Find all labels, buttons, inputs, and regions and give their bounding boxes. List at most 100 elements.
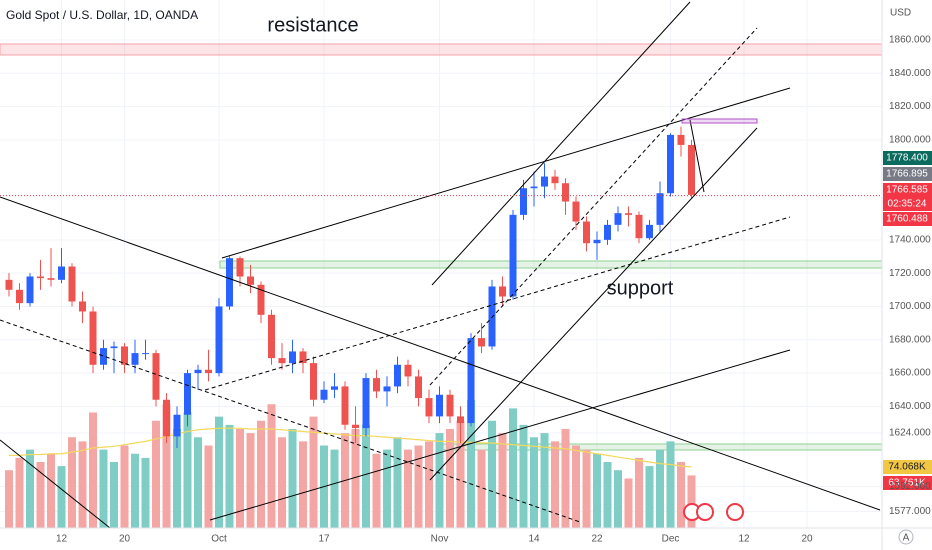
candle-body xyxy=(205,369,212,374)
y-tick-label: 1840.000 xyxy=(889,68,931,79)
volume-bar xyxy=(593,453,601,528)
candle-body xyxy=(89,311,97,365)
volume-bar xyxy=(509,408,517,528)
countdown-label-bg xyxy=(883,197,932,211)
x-tick-label: 20 xyxy=(119,534,131,545)
volume-bar xyxy=(446,429,454,528)
y-tick-label: 1860.000 xyxy=(889,35,931,46)
candle-body xyxy=(79,301,86,312)
x-tick-label: 22 xyxy=(591,534,603,545)
trend-line xyxy=(689,119,705,193)
candle-body xyxy=(5,279,13,290)
candle-body xyxy=(551,176,559,184)
candle-body xyxy=(604,224,611,240)
candle-body xyxy=(478,338,485,347)
volume-bar xyxy=(120,445,129,528)
volume-bar xyxy=(99,449,108,528)
candle-body xyxy=(58,266,65,280)
volume-bar xyxy=(362,424,370,528)
candle-body xyxy=(656,193,664,225)
volume-bar xyxy=(561,429,570,528)
candle-body xyxy=(226,258,233,307)
price-label-bg xyxy=(883,167,932,181)
volume-bar xyxy=(540,433,549,528)
candle-body xyxy=(184,373,191,415)
candle-body xyxy=(121,346,128,365)
currency: USD xyxy=(890,8,911,19)
dashed-line xyxy=(204,216,791,391)
candle-body xyxy=(26,276,34,304)
volume-bar xyxy=(372,453,381,528)
x-tick-label: 12 xyxy=(56,534,68,545)
candle-body xyxy=(100,348,107,365)
candle-body xyxy=(257,284,265,315)
y-tick-label: 1740.000 xyxy=(889,234,931,245)
event-icon xyxy=(726,503,744,521)
volume-bar xyxy=(572,445,580,528)
volume-bar xyxy=(215,416,223,528)
price-label: 1766.895 xyxy=(886,169,928,180)
candle-body xyxy=(299,351,307,364)
candle-body xyxy=(404,364,412,377)
price-label: 1766.585 xyxy=(886,185,928,196)
candles xyxy=(5,126,695,449)
volume-bar xyxy=(614,470,622,528)
x-tick-label: 17 xyxy=(318,534,330,545)
y-tick-label: 1640.000 xyxy=(889,401,931,412)
candle-body xyxy=(530,186,538,189)
trend-line xyxy=(209,349,791,521)
volume-bar xyxy=(5,470,13,528)
event-icons xyxy=(683,503,744,521)
price-label: 1778.400 xyxy=(886,153,928,164)
candle-body xyxy=(520,188,527,215)
volume-bar xyxy=(78,441,87,528)
candle-body xyxy=(278,358,286,364)
candle-body xyxy=(688,144,695,195)
candle-body xyxy=(236,258,244,277)
candle-body xyxy=(110,346,118,349)
candle-body xyxy=(173,414,181,437)
y-tick-label: 1577.000 xyxy=(889,506,931,517)
candle-body xyxy=(341,386,349,425)
candle-body xyxy=(310,363,317,400)
volume-bar xyxy=(467,400,475,528)
volume-label: 63.761K xyxy=(888,478,926,489)
y-tick-label: 1680.000 xyxy=(889,334,931,345)
candle-body xyxy=(320,389,328,400)
volume-bar xyxy=(267,404,276,528)
volume-bar xyxy=(383,449,391,528)
countdown-label: 02:35:24 xyxy=(888,199,927,210)
volume-bar xyxy=(582,449,591,528)
volume-bar xyxy=(26,449,34,528)
volume-bar xyxy=(131,453,139,528)
candle-body xyxy=(247,276,254,285)
x-tick-label: Dec xyxy=(662,534,680,545)
volume-bar xyxy=(278,437,286,528)
auto-button-label[interactable]: A xyxy=(903,533,910,544)
volume-bar xyxy=(57,466,66,528)
price-label-bg xyxy=(883,212,932,226)
candle-body xyxy=(467,338,475,424)
candle-body xyxy=(509,214,517,297)
volume-bar xyxy=(246,433,255,528)
candle-body xyxy=(499,286,506,297)
volume-bar xyxy=(351,429,360,528)
candle-body xyxy=(331,386,338,390)
volume-bar xyxy=(288,429,297,528)
auto-button[interactable] xyxy=(898,529,914,545)
volume-bar xyxy=(414,445,423,528)
volume-bar xyxy=(309,416,318,528)
candle-body xyxy=(625,213,632,215)
event-icon xyxy=(696,503,714,521)
volume-bar xyxy=(551,441,559,528)
candle-body xyxy=(572,201,580,222)
volume-bar xyxy=(15,457,24,528)
candle-body xyxy=(593,239,601,244)
annotation: support xyxy=(607,277,674,299)
volume-bar xyxy=(162,404,171,528)
volume-bar xyxy=(488,420,496,528)
candle-body xyxy=(677,134,685,145)
drawings xyxy=(0,1,881,529)
volume-bar xyxy=(36,462,45,528)
